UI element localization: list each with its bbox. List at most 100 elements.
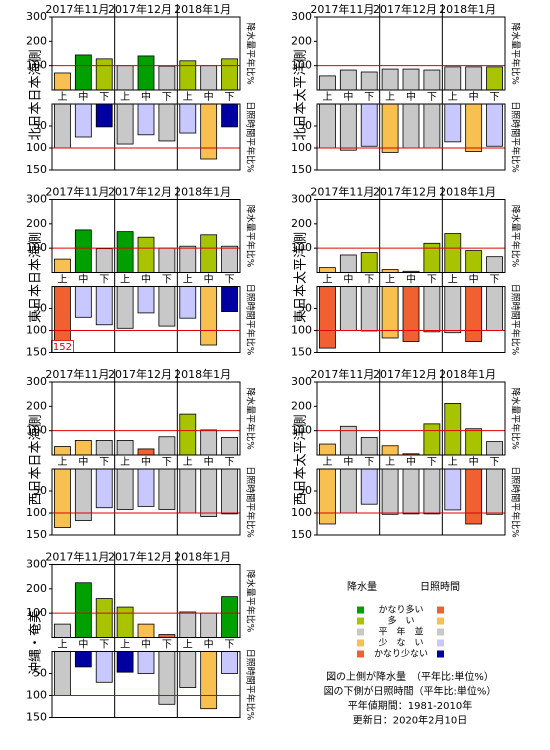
plot-frame [51, 16, 241, 91]
category-label: 下 [99, 275, 109, 286]
month-label: 2017年12月 [108, 367, 172, 381]
plot-frame [51, 651, 241, 718]
y-tick-label: 100 [26, 141, 47, 154]
category-label: 中 [141, 455, 151, 468]
bar [200, 469, 218, 517]
bar [179, 104, 197, 134]
month-label: 2017年12月 [108, 185, 172, 199]
month-label: 2018年1月 [439, 367, 496, 381]
bar [95, 439, 113, 455]
overflow-label: 152 [53, 342, 72, 353]
bar [179, 286, 197, 319]
bar [54, 446, 71, 455]
bar [200, 651, 218, 710]
category-label: 下 [364, 275, 374, 286]
category-label: 中 [343, 273, 353, 286]
month-label: 2017年11月 [45, 185, 109, 199]
bar [465, 286, 483, 342]
bar [319, 443, 336, 455]
bars [54, 54, 238, 90]
bar [381, 68, 399, 90]
category-label: 上 [385, 456, 395, 468]
bar [116, 469, 134, 510]
axis-label: 降水量平年比% [245, 570, 257, 633]
bar [465, 469, 483, 525]
category-label: 中 [343, 90, 353, 103]
y-tick-label: 100 [26, 241, 47, 254]
y-tick-label: 200 [26, 582, 47, 595]
bars [319, 233, 503, 273]
category-label: 中 [469, 90, 479, 103]
bars [319, 104, 503, 153]
bar [319, 469, 336, 525]
category-label: 下 [99, 457, 109, 468]
y-tick-label: 150 [26, 528, 47, 541]
month-label: 2017年12月 [108, 550, 172, 564]
y-tick-label: 100 [26, 59, 47, 72]
axis-label: 日照時間平年比% [510, 284, 522, 356]
bar [54, 469, 71, 528]
y-tick-label: 100 [291, 59, 312, 72]
bar [221, 651, 238, 674]
category-label: 上 [448, 91, 458, 103]
category-label: 上 [183, 456, 193, 468]
bar [179, 245, 197, 273]
y-tick-label: 100 [291, 424, 312, 437]
bar [486, 104, 503, 147]
bar [137, 469, 155, 507]
legend-title: 日照時間 [420, 581, 460, 593]
bar [360, 252, 378, 273]
bar [179, 60, 197, 90]
category-label: 下 [225, 640, 235, 651]
axis-label: 日照時間平年比% [510, 101, 522, 173]
category-label: 下 [225, 275, 235, 286]
bars [319, 403, 503, 455]
bar [423, 423, 441, 455]
y-tick-label: 300 [291, 10, 312, 23]
bar [54, 623, 71, 638]
category-label: 上 [448, 274, 458, 286]
bar [221, 469, 238, 515]
category-label: 中 [78, 90, 88, 103]
month-label: 2017年12月 [373, 185, 437, 199]
bar [116, 606, 134, 638]
axis-label: 降水量平年比% [510, 205, 522, 268]
y-tick-label: 150 [26, 711, 47, 724]
bar [54, 286, 71, 353]
category-label: 中 [406, 455, 416, 468]
category-label: 下 [99, 640, 109, 651]
bar [74, 54, 92, 90]
legend-swatch [437, 617, 444, 625]
bar [319, 104, 336, 149]
region-label: 北日本日本海側 [29, 49, 44, 140]
legend-label: 少 な い [378, 638, 423, 649]
category-label: 上 [322, 274, 332, 286]
bars [319, 66, 503, 90]
plot-frame [316, 468, 506, 536]
bar [402, 286, 420, 342]
category-label: 中 [204, 638, 214, 651]
bar [116, 286, 134, 329]
plot-frame [51, 468, 241, 536]
bar [95, 104, 113, 128]
bar [319, 286, 336, 349]
month-label: 2017年11月 [45, 2, 109, 16]
plot-frame [316, 16, 506, 91]
note: 図の上側が降水量 （平年比:単位%） [326, 670, 494, 683]
bar [402, 68, 420, 90]
axis-label: 日照時間平年比% [245, 649, 257, 721]
axis-label: 日照時間平年比% [245, 101, 257, 173]
bar [381, 445, 399, 455]
month-label: 2017年11月 [310, 185, 374, 199]
legend-label: 多 い [387, 615, 414, 627]
bars [54, 104, 238, 160]
month-label: 2018年1月 [174, 2, 231, 16]
y-tick-label: 100 [291, 141, 312, 154]
axis-label: 降水量平年比% [510, 22, 522, 85]
plot-frame [316, 199, 506, 273]
region-label: 西日本日本海側 [29, 414, 44, 505]
bar [339, 469, 357, 514]
